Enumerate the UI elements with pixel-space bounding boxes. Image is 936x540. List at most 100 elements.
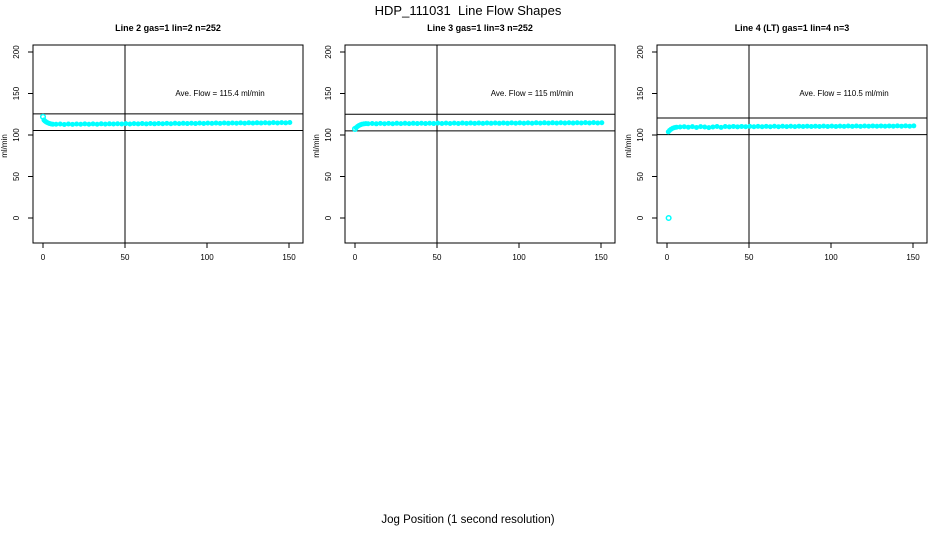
data-point [365,121,371,127]
data-point [131,121,137,127]
data-point [242,120,248,126]
data-point [386,120,392,126]
data-point [525,120,531,126]
data-point [443,120,449,126]
data-point [390,121,396,127]
data-point [788,123,794,129]
data-point [139,121,145,127]
data-point [201,120,207,126]
data-point [533,120,539,126]
data-point [147,120,153,126]
x-tick-label: 50 [121,253,130,262]
data-point [911,123,917,129]
panel-title: Line 3 gas=1 lin=3 n=252 [427,23,533,33]
data-point [694,125,700,131]
data-point [394,120,400,126]
data-point [135,121,141,127]
data-points [665,123,917,222]
panel-title: Line 4 (LT) gas=1 lin=4 n=3 [735,23,850,33]
data-point [677,124,683,130]
data-point [722,124,728,130]
data-point [65,121,71,127]
data-point [755,123,761,129]
data-point [102,121,108,127]
data-point [894,123,900,129]
plot-panel-3: Line 4 (LT) gas=1 lin=4 n=3 0 50 100 150 200 m… [624,23,928,262]
x-tick-label: 50 [433,253,442,262]
x-tick-label: 0 [353,253,358,262]
data-point [541,120,547,126]
data-point [111,121,117,127]
data-point [674,124,680,130]
data-point [546,120,552,126]
reference-lines [345,45,615,243]
data-point [587,120,593,126]
data-point [447,120,453,126]
data-point [841,123,847,129]
data-point [160,121,166,127]
data-point [414,121,420,127]
y-tick-label: 150 [12,86,21,100]
data-points [39,113,293,127]
data-point [152,121,158,127]
x-tick-label: 100 [512,253,526,262]
data-point [193,121,199,127]
data-point [488,120,494,126]
data-point [595,120,601,126]
plot-area [344,44,616,244]
ave-flow-annotation: Ave. Flow = 115.4 ml/min [175,89,264,98]
data-point [246,120,252,126]
y-tick-label: 50 [636,172,645,181]
data-point [858,123,864,129]
plot-area [32,44,304,244]
data-point [123,121,129,127]
x-axis: 0 50 100 150 [353,243,608,262]
reference-lines [657,45,927,243]
data-point [451,120,457,126]
data-point [599,120,605,126]
x-tick-label: 100 [200,253,214,262]
data-point [373,121,379,127]
data-point [70,121,76,127]
data-point [82,121,88,127]
data-point [480,120,486,126]
data-point [505,120,511,126]
plot-panel-1: Line 2 gas=1 lin=2 n=252 0 50 100 150 200 ml/m… [0,23,304,262]
data-point [780,123,786,129]
data-point [164,120,170,126]
data-point [262,120,268,126]
data-point [726,124,732,130]
data-point [254,120,260,126]
y-axis-title: ml/min [312,134,321,158]
data-point [747,123,753,129]
data-point [784,124,790,130]
data-point [829,123,835,129]
data-point [763,123,769,129]
x-tick-label: 0 [665,253,670,262]
x-tick-label: 0 [41,253,46,262]
data-point [509,120,515,126]
data-point [706,125,712,131]
data-point [903,123,909,129]
data-point [156,120,162,126]
data-point [418,120,424,126]
data-point [739,123,745,129]
data-point [423,121,429,127]
data-point [550,120,556,126]
data-point [821,123,827,129]
data-point [176,121,182,127]
data-point [238,120,244,126]
y-tick-label: 200 [12,45,21,59]
data-point [566,120,572,126]
y-tick-label: 200 [324,45,333,59]
data-point [710,124,716,130]
data-point [431,121,437,127]
data-point [205,120,211,126]
data-point [714,124,720,130]
data-point [197,120,203,126]
data-point [283,120,289,126]
x-axis-label: Jog Position (1 second resolution) [381,514,555,526]
data-point [115,121,121,127]
data-point [890,123,896,129]
data-point [591,120,597,126]
